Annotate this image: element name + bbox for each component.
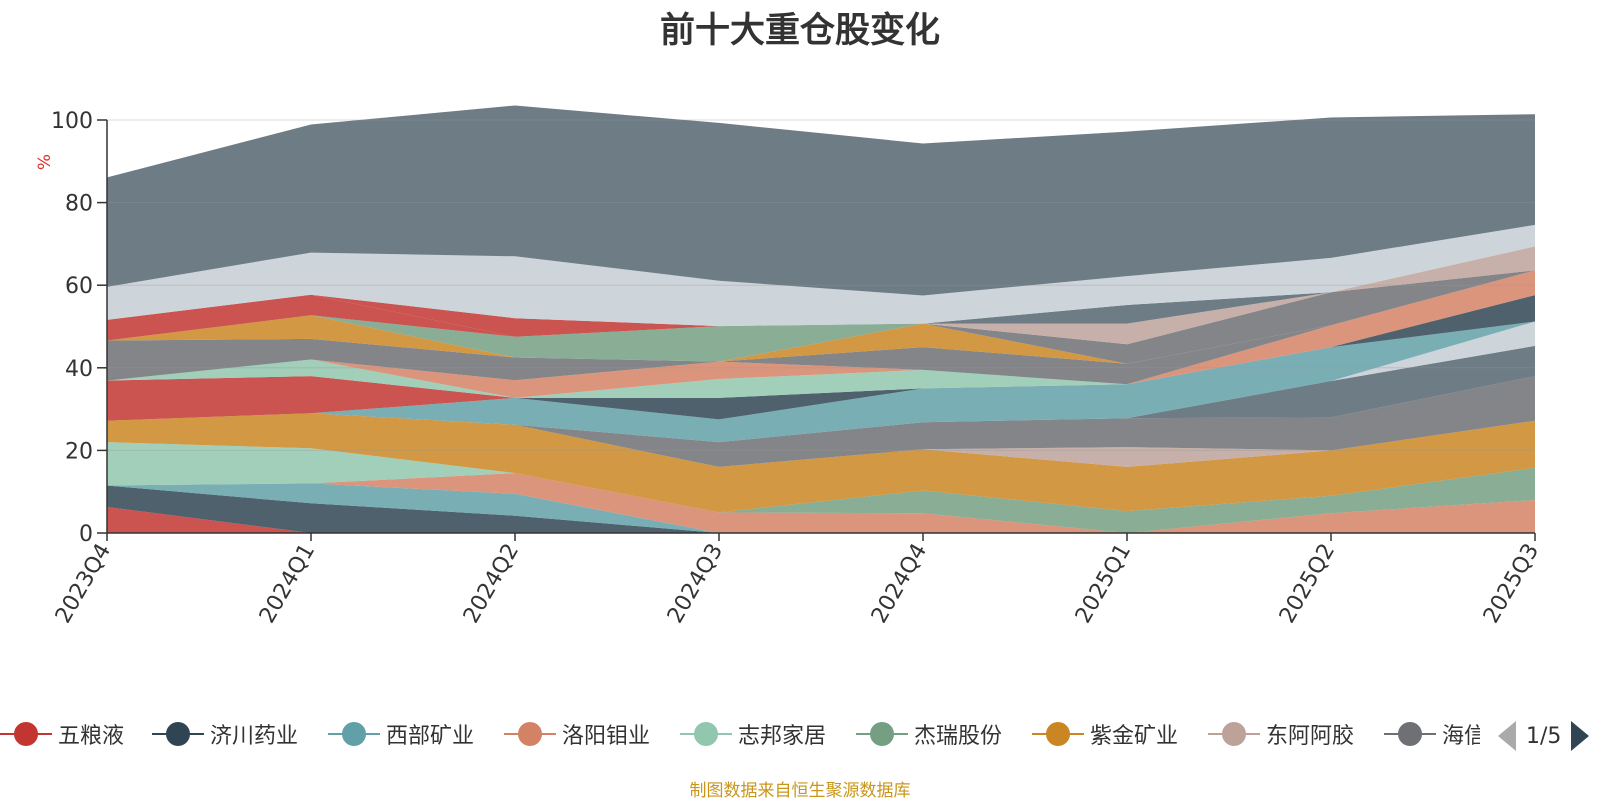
- legend-marker-icon: [1384, 721, 1436, 747]
- series-area-12[interactable]: [107, 295, 1535, 421]
- legend-label: 东阿阿胶: [1266, 724, 1355, 749]
- legend-label: 海信家电: [1442, 724, 1480, 749]
- chart-title: 前十大重仓股变化: [659, 11, 940, 51]
- series-area-7[interactable]: [107, 413, 1535, 467]
- x-tick-label: 2025Q3: [1479, 540, 1544, 628]
- x-tick-label: 2025Q2: [1275, 540, 1340, 628]
- series-area-25[interactable]: [107, 105, 1535, 296]
- x-tick-label: 2023Q4: [51, 540, 116, 628]
- x-tick-label: 2024Q1: [255, 540, 320, 628]
- legend-marker-icon: [1208, 721, 1260, 747]
- y-tick-label: 0: [79, 522, 93, 547]
- x-tick-label: 2025Q1: [1071, 540, 1136, 628]
- legend-item[interactable]: 志邦家居: [680, 712, 826, 756]
- series-area-22[interactable]: [107, 246, 1535, 337]
- legend-label: 志邦家居: [738, 724, 827, 749]
- grid-layer: [107, 119, 1535, 451]
- series-area-18[interactable]: [107, 270, 1535, 364]
- series-area-2[interactable]: [107, 483, 1535, 533]
- legend-page-indicator: 1/5: [1526, 723, 1562, 749]
- series-area-11[interactable]: [107, 321, 1535, 443]
- legend-marker-icon: [680, 721, 732, 747]
- legend-label: 洛阳钼业: [562, 724, 651, 749]
- legend-marker-icon: [856, 721, 908, 747]
- legend-item[interactable]: 紫金矿业: [1032, 712, 1178, 756]
- legend-item[interactable]: 洛阳钼业: [504, 712, 650, 756]
- y-tick-label: 60: [65, 274, 93, 299]
- x-tick-label: 2024Q3: [663, 540, 728, 628]
- legend-marker-icon: [328, 721, 380, 747]
- x-tick-label: 2024Q4: [867, 540, 932, 628]
- series-area-19[interactable]: [107, 270, 1535, 364]
- y-tick-label: 20: [65, 439, 93, 464]
- series-area-14[interactable]: [107, 295, 1535, 398]
- legend-label: 紫金矿业: [1090, 724, 1179, 749]
- legend-marker-icon: [1032, 721, 1084, 747]
- y-tick-label: 100: [51, 109, 93, 134]
- y-tick-label: 80: [65, 192, 93, 217]
- series-area-5[interactable]: [107, 442, 1535, 533]
- data-source-note: 制图数据来自恒生聚源数据库: [689, 781, 911, 801]
- series-area-3[interactable]: [107, 473, 1535, 533]
- legend-label: 济川药业: [210, 724, 299, 749]
- legend: 五粮液 济川药业 西部矿业 洛阳钼业 志邦家居 杰瑞股份 紫金矿业 东阿阿胶 海信家电: [0, 712, 1480, 756]
- legend-item[interactable]: 济川药业: [152, 712, 298, 756]
- legend-label: 西部矿业: [386, 724, 475, 749]
- legend-marker-icon: [0, 721, 52, 747]
- series-area-16[interactable]: [107, 270, 1535, 385]
- legend-item[interactable]: 东阿阿胶: [1208, 712, 1354, 756]
- series-area-23[interactable]: [107, 246, 1535, 337]
- legend-item[interactable]: 海信家电: [1384, 712, 1480, 756]
- series-areas-layer: [107, 105, 1535, 534]
- series-area-15[interactable]: [107, 270, 1535, 398]
- legend-pager: 1/5: [1498, 718, 1590, 754]
- series-area-24[interactable]: [107, 224, 1535, 327]
- legend-item[interactable]: 五粮液: [0, 712, 124, 756]
- series-area-17[interactable]: [107, 270, 1535, 364]
- series-area-1[interactable]: [107, 485, 1535, 534]
- series-area-8[interactable]: [107, 376, 1535, 467]
- series-area-13[interactable]: [107, 295, 1535, 421]
- legend-label: 杰瑞股份: [914, 724, 1003, 749]
- legend-label: 五粮液: [58, 724, 125, 749]
- legend-item[interactable]: 杰瑞股份: [856, 712, 1002, 756]
- y-tick-label: 40: [65, 357, 93, 382]
- series-area-6[interactable]: [107, 413, 1535, 513]
- series-area-20[interactable]: [107, 246, 1535, 345]
- series-area-4[interactable]: [107, 442, 1535, 533]
- legend-item[interactable]: 西部矿业: [328, 712, 474, 756]
- x-tick-label: 2024Q2: [459, 540, 524, 628]
- legend-marker-icon: [504, 721, 556, 747]
- series-area-0[interactable]: [107, 507, 1535, 533]
- legend-next-icon[interactable]: [1571, 721, 1590, 751]
- legend-prev-icon[interactable]: [1498, 721, 1516, 751]
- y-axis-unit: %: [35, 154, 55, 170]
- legend-marker-icon: [152, 721, 204, 747]
